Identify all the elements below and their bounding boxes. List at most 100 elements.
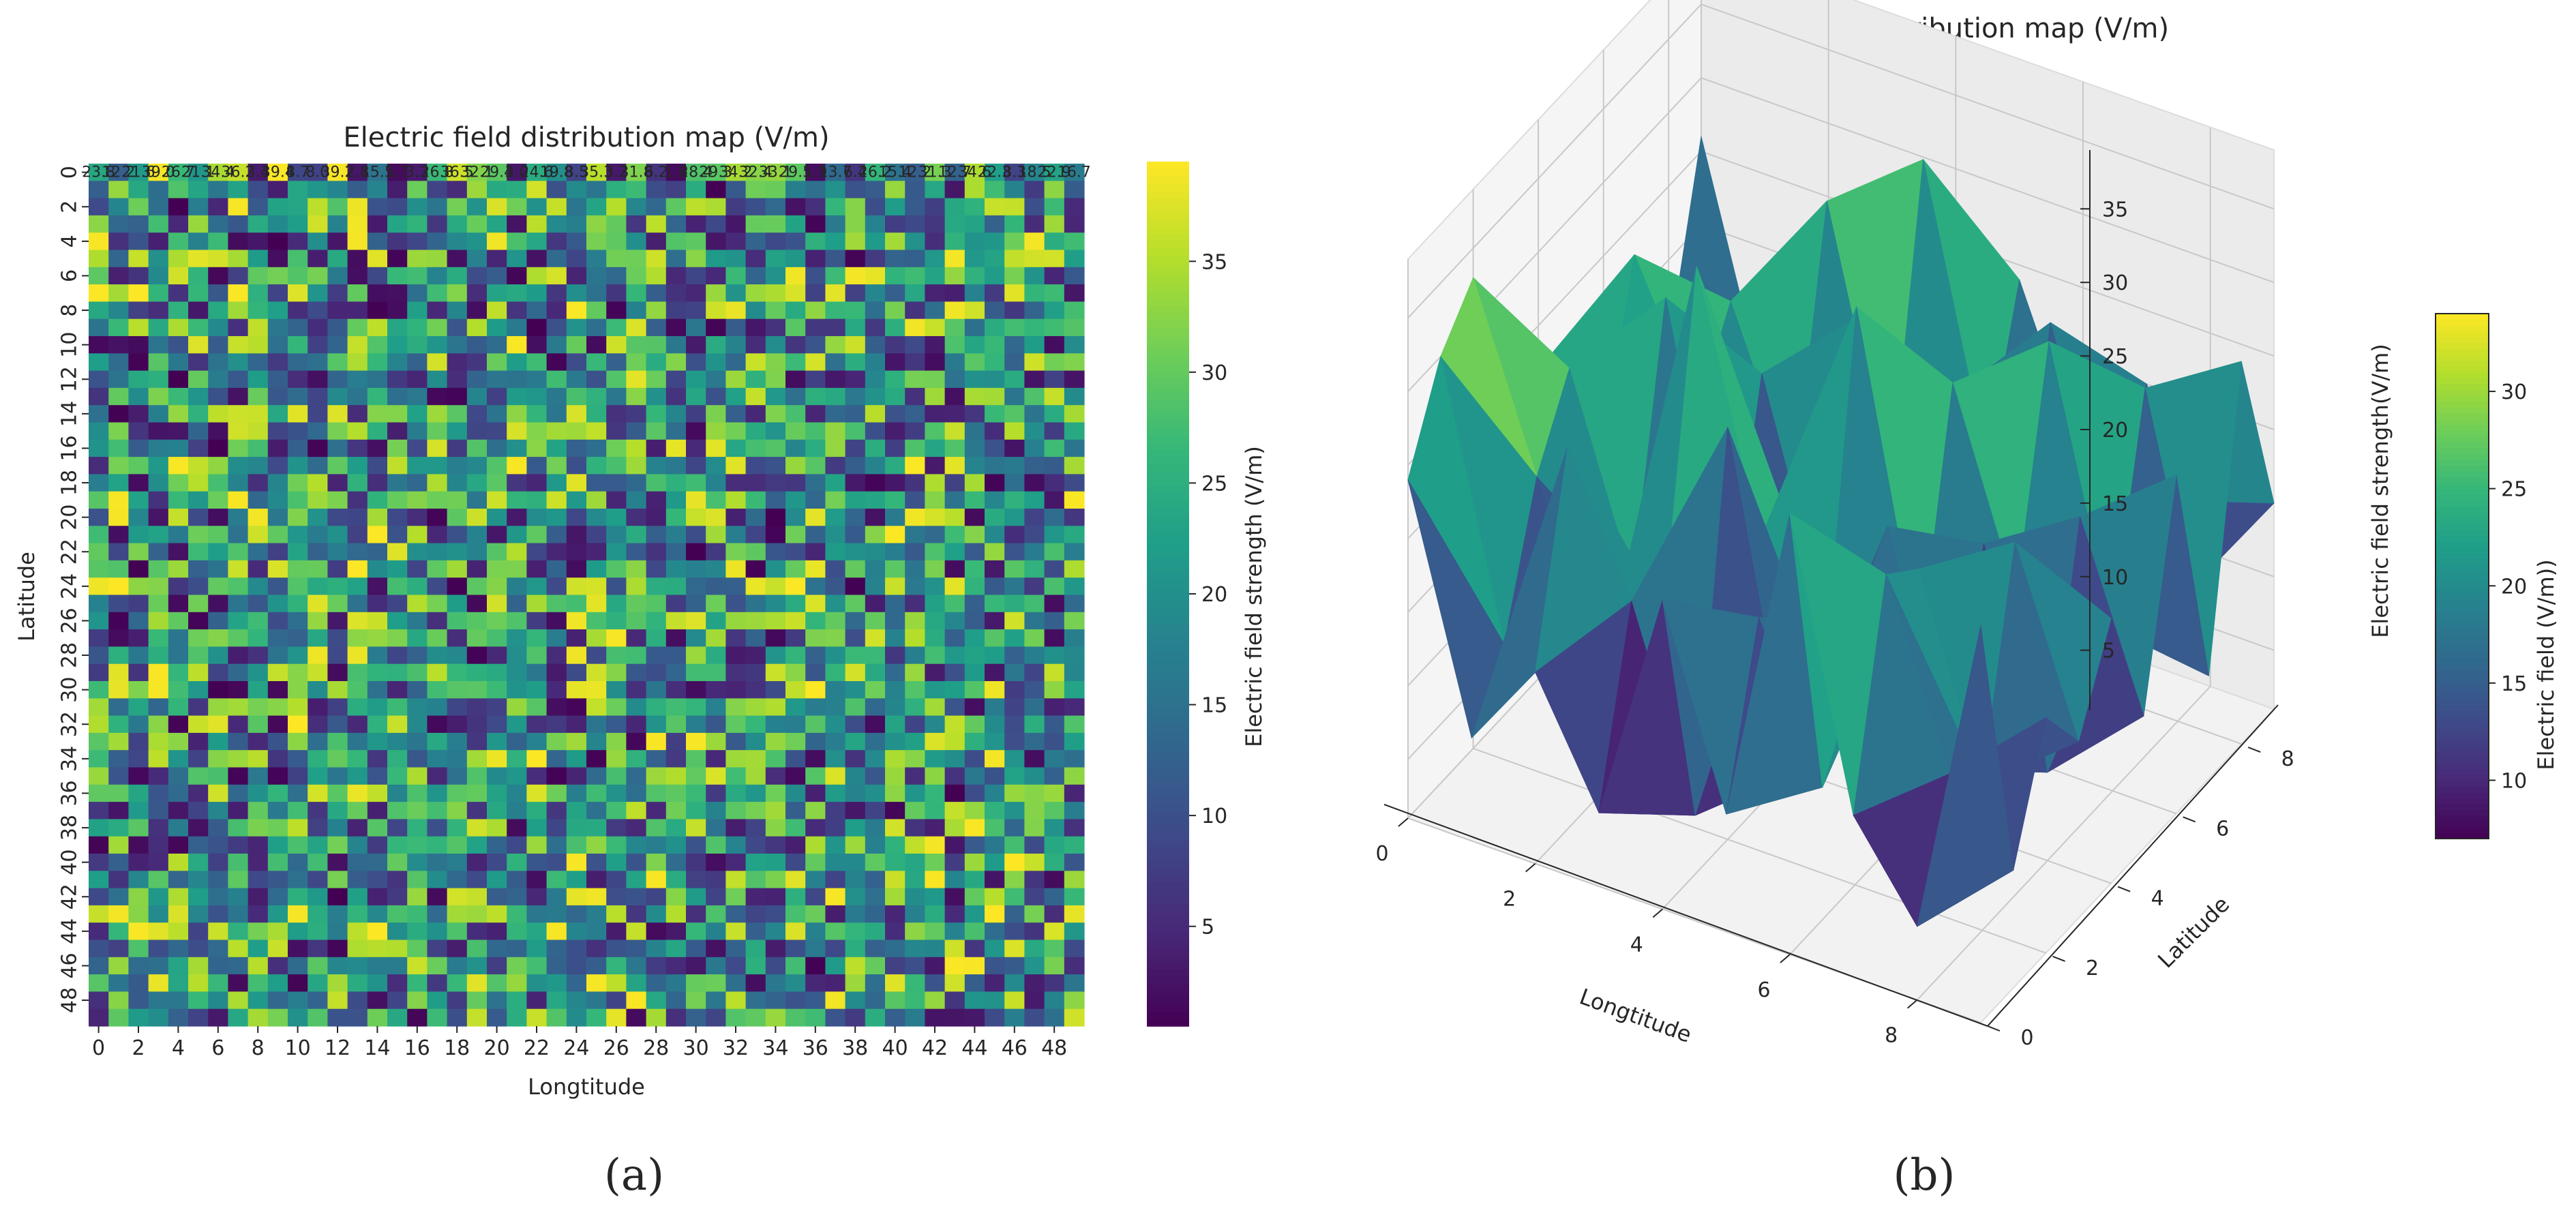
heatmap-cell bbox=[1044, 974, 1065, 992]
heatmap-cell bbox=[925, 612, 946, 630]
heatmap-cell bbox=[327, 991, 348, 1010]
heatmap-colorbar-segment bbox=[1147, 976, 1189, 984]
surface-colorbar-segment bbox=[2436, 459, 2489, 466]
heatmap-cell bbox=[168, 370, 189, 389]
heatmap-colorbar-segment bbox=[1147, 932, 1189, 940]
heatmap-cell bbox=[108, 336, 129, 354]
heatmap-cell bbox=[964, 767, 985, 785]
heatmap-cell bbox=[128, 422, 149, 440]
heatmap-cell bbox=[1004, 767, 1025, 785]
heatmap-cell bbox=[865, 232, 886, 251]
heatmap-cell bbox=[885, 577, 905, 596]
heatmap-cell bbox=[267, 922, 288, 941]
heatmap-cell bbox=[686, 577, 706, 596]
heatmap-cell bbox=[646, 405, 667, 423]
heatmap-colorbar-segment bbox=[1147, 665, 1189, 674]
heatmap-cell bbox=[885, 370, 905, 389]
heatmap-cell bbox=[546, 957, 567, 975]
heatmap-cell bbox=[905, 629, 925, 647]
heatmap-cell bbox=[1004, 336, 1025, 354]
heatmap-cell bbox=[665, 198, 687, 216]
heatmap-cell bbox=[944, 509, 965, 526]
heatmap-cell bbox=[267, 336, 288, 354]
heatmap-cell bbox=[228, 750, 249, 768]
heatmap-cell bbox=[626, 767, 647, 785]
heatmap-cell bbox=[367, 836, 388, 854]
heatmap-cell bbox=[387, 974, 408, 992]
heatmap-cell bbox=[626, 802, 647, 820]
heatmap-cell bbox=[407, 681, 428, 699]
heatmap-cell bbox=[665, 405, 687, 423]
heatmap-cell bbox=[725, 836, 747, 854]
heatmap-cell bbox=[128, 164, 149, 181]
heatmap-cell bbox=[785, 905, 806, 923]
heatmap-cell bbox=[925, 164, 946, 181]
heatmap-cell bbox=[308, 784, 328, 802]
heatmap-x-tick-label: 14 bbox=[364, 1036, 390, 1060]
heatmap-cell bbox=[905, 784, 925, 802]
heatmap-cell bbox=[288, 940, 308, 958]
heatmap-cell bbox=[387, 922, 408, 941]
heatmap-y-tick-label: 44 bbox=[58, 918, 82, 944]
heatmap-cell bbox=[387, 422, 408, 440]
heatmap-cell bbox=[507, 784, 527, 802]
heatmap-cell bbox=[885, 612, 905, 630]
surface-colorbar-segment bbox=[2436, 342, 2489, 350]
heatmap-cell bbox=[665, 681, 687, 699]
surface-z-tick-label: 20 bbox=[2102, 419, 2128, 442]
heatmap-cell bbox=[128, 232, 149, 251]
heatmap-cell bbox=[865, 353, 886, 372]
heatmap-cell bbox=[1024, 991, 1045, 1010]
surface-z-tick-label: 15 bbox=[2102, 492, 2128, 516]
heatmap-cell bbox=[566, 629, 587, 647]
heatmap-cell bbox=[566, 181, 587, 199]
heatmap-cell bbox=[108, 681, 129, 699]
heatmap-cell bbox=[646, 750, 667, 768]
heatmap-cell bbox=[1024, 681, 1045, 699]
heatmap-cell bbox=[606, 750, 627, 768]
heatmap-cell bbox=[665, 612, 687, 630]
surface-z-gridline bbox=[1407, 77, 2275, 392]
surface-face bbox=[1917, 625, 2014, 927]
heatmap-cell bbox=[546, 646, 567, 665]
heatmap-cell bbox=[1024, 181, 1045, 199]
surface-colorbar-segment bbox=[2436, 832, 2489, 839]
heatmap-cell bbox=[1024, 370, 1045, 389]
heatmap-cell bbox=[805, 284, 826, 302]
heatmap-cell bbox=[845, 663, 866, 682]
heatmap-cell bbox=[905, 836, 925, 854]
heatmap-cell bbox=[825, 663, 846, 682]
heatmap-cell bbox=[1064, 267, 1085, 285]
heatmap-cell bbox=[327, 698, 348, 717]
heatmap-cell bbox=[248, 215, 269, 233]
heatmap-cell bbox=[108, 802, 129, 820]
heatmap-cell bbox=[466, 422, 488, 440]
heatmap-cell bbox=[447, 215, 468, 233]
heatmap-cell bbox=[686, 784, 706, 802]
heatmap-cell bbox=[546, 871, 567, 889]
heatmap-cell bbox=[327, 474, 348, 492]
heatmap-colorbar-segment bbox=[1147, 464, 1189, 472]
heatmap-cell bbox=[308, 474, 328, 492]
heatmap-cell bbox=[546, 301, 567, 320]
heatmap-cell bbox=[1064, 491, 1085, 509]
heatmap-cell bbox=[865, 681, 886, 699]
heatmap-cell bbox=[825, 802, 846, 820]
heatmap-cell bbox=[845, 922, 866, 941]
heatmap-cell bbox=[228, 905, 249, 923]
heatmap-cell bbox=[885, 767, 905, 785]
heatmap-cell bbox=[347, 181, 368, 199]
heatmap-cell bbox=[427, 595, 448, 613]
heatmap-cell bbox=[168, 405, 189, 423]
heatmap-cell bbox=[188, 318, 209, 337]
heatmap-cell bbox=[725, 474, 747, 492]
heatmap-cell bbox=[188, 905, 209, 923]
heatmap-cell bbox=[845, 940, 866, 958]
heatmap-colorbar-segment bbox=[1147, 860, 1189, 869]
heatmap-cell bbox=[288, 353, 308, 372]
heatmap-cell bbox=[905, 819, 925, 837]
heatmap-cell bbox=[765, 474, 786, 492]
surface-colorbar-segment bbox=[2436, 488, 2489, 496]
heatmap-cell bbox=[347, 991, 368, 1010]
heatmap-cell bbox=[427, 681, 448, 699]
